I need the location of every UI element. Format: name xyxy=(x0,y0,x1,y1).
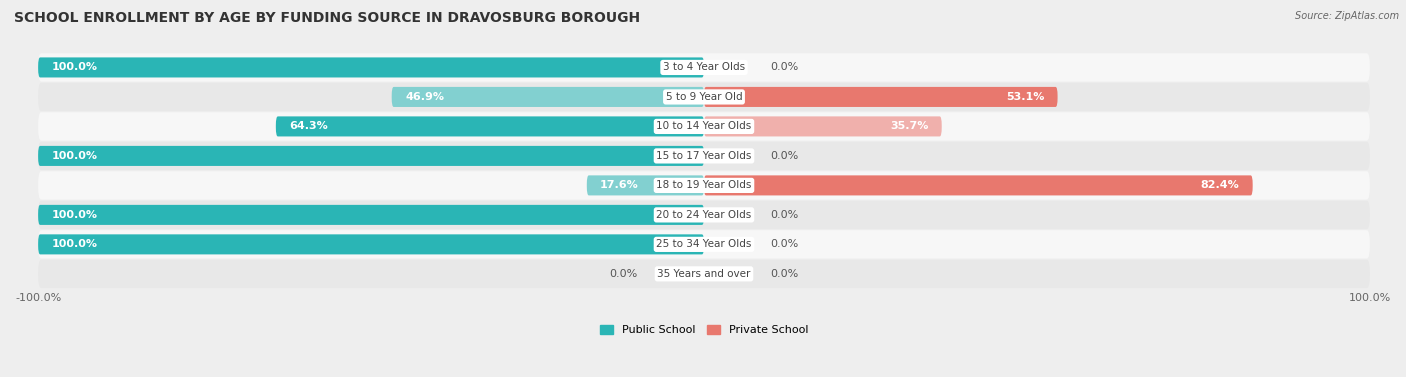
Text: 0.0%: 0.0% xyxy=(770,239,799,249)
FancyBboxPatch shape xyxy=(38,142,1369,170)
Text: 10 to 14 Year Olds: 10 to 14 Year Olds xyxy=(657,121,752,132)
FancyBboxPatch shape xyxy=(38,146,704,166)
FancyBboxPatch shape xyxy=(276,116,704,136)
FancyBboxPatch shape xyxy=(38,234,704,254)
FancyBboxPatch shape xyxy=(38,53,1369,81)
Text: 18 to 19 Year Olds: 18 to 19 Year Olds xyxy=(657,181,752,190)
FancyBboxPatch shape xyxy=(38,260,1369,288)
Text: SCHOOL ENROLLMENT BY AGE BY FUNDING SOURCE IN DRAVOSBURG BOROUGH: SCHOOL ENROLLMENT BY AGE BY FUNDING SOUR… xyxy=(14,11,640,25)
Legend: Public School, Private School: Public School, Private School xyxy=(600,325,808,335)
Text: 53.1%: 53.1% xyxy=(1005,92,1045,102)
Text: 100.0%: 100.0% xyxy=(52,151,97,161)
Text: 25 to 34 Year Olds: 25 to 34 Year Olds xyxy=(657,239,752,249)
FancyBboxPatch shape xyxy=(704,175,1253,195)
Text: 0.0%: 0.0% xyxy=(609,269,637,279)
Text: 35 Years and over: 35 Years and over xyxy=(658,269,751,279)
Text: 82.4%: 82.4% xyxy=(1201,181,1239,190)
FancyBboxPatch shape xyxy=(38,201,1369,229)
FancyBboxPatch shape xyxy=(704,116,942,136)
Text: 64.3%: 64.3% xyxy=(290,121,328,132)
Text: 100.0%: 100.0% xyxy=(52,210,97,220)
FancyBboxPatch shape xyxy=(38,112,1369,141)
Text: 3 to 4 Year Olds: 3 to 4 Year Olds xyxy=(664,63,745,72)
Text: 0.0%: 0.0% xyxy=(770,63,799,72)
FancyBboxPatch shape xyxy=(704,87,1057,107)
Text: 100.0%: 100.0% xyxy=(52,239,97,249)
FancyBboxPatch shape xyxy=(38,57,704,77)
FancyBboxPatch shape xyxy=(38,171,1369,199)
FancyBboxPatch shape xyxy=(38,230,1369,259)
Text: 0.0%: 0.0% xyxy=(770,151,799,161)
Text: Source: ZipAtlas.com: Source: ZipAtlas.com xyxy=(1295,11,1399,21)
FancyBboxPatch shape xyxy=(586,175,704,195)
Text: 15 to 17 Year Olds: 15 to 17 Year Olds xyxy=(657,151,752,161)
FancyBboxPatch shape xyxy=(38,205,704,225)
Text: 46.9%: 46.9% xyxy=(405,92,444,102)
FancyBboxPatch shape xyxy=(38,83,1369,111)
Text: 0.0%: 0.0% xyxy=(770,269,799,279)
Text: 35.7%: 35.7% xyxy=(890,121,928,132)
Text: 17.6%: 17.6% xyxy=(600,181,638,190)
Text: 20 to 24 Year Olds: 20 to 24 Year Olds xyxy=(657,210,752,220)
FancyBboxPatch shape xyxy=(392,87,704,107)
Text: 5 to 9 Year Old: 5 to 9 Year Old xyxy=(665,92,742,102)
Text: 100.0%: 100.0% xyxy=(52,63,97,72)
Text: 0.0%: 0.0% xyxy=(770,210,799,220)
